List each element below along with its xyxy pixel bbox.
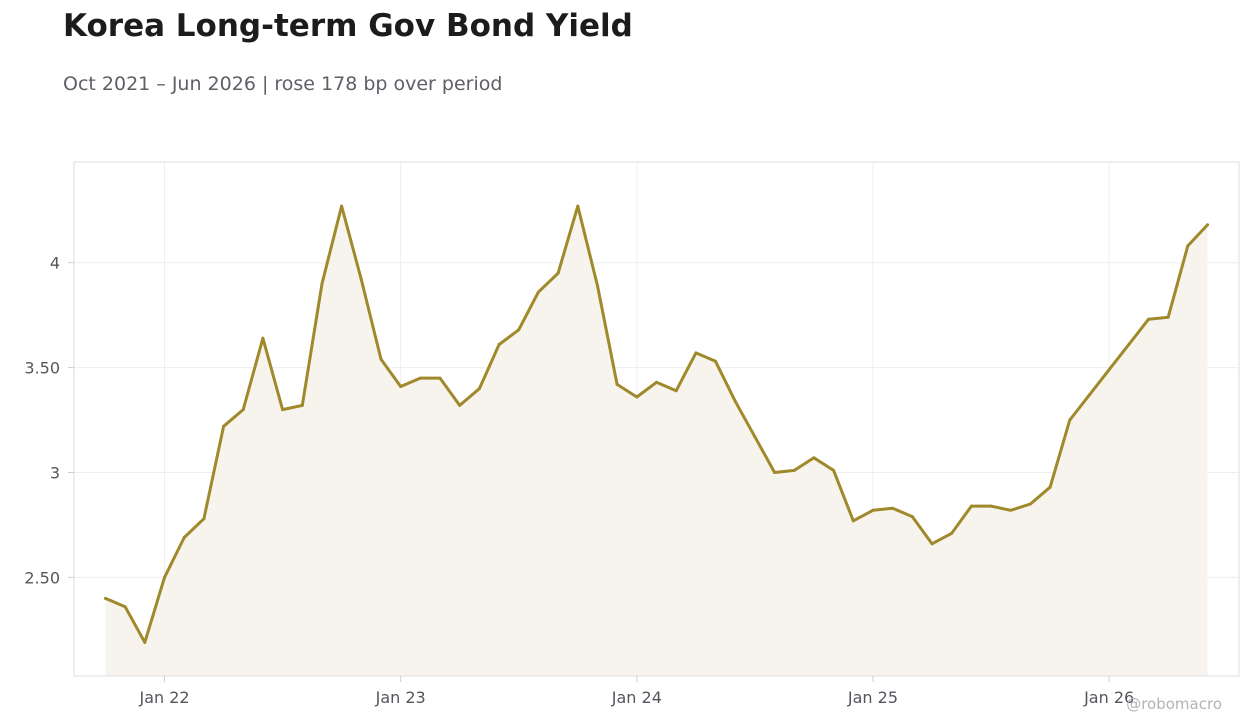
data-point [674, 389, 678, 393]
data-point [891, 506, 895, 510]
chart-subtitle: Oct 2021 – Jun 2026 | rose 178 bp over p… [63, 73, 503, 95]
data-point [458, 403, 462, 407]
chart-title: Korea Long-term Gov Bond Yield [63, 8, 633, 44]
data-point [1009, 508, 1013, 512]
data-point [438, 376, 442, 380]
data-point [1147, 317, 1150, 321]
y-tick-label: 3.50 [24, 359, 60, 378]
data-point [832, 468, 836, 472]
data-point [163, 575, 166, 579]
y-tick-label: 2.50 [24, 568, 60, 587]
y-tick-label: 4 [50, 254, 60, 273]
data-point [1186, 244, 1190, 248]
data-point [477, 387, 481, 391]
data-point [596, 284, 599, 288]
data-point [359, 278, 363, 281]
data-point [281, 408, 285, 412]
data-point [792, 468, 796, 472]
watermark: @robomacro [1126, 695, 1222, 713]
data-point [773, 471, 777, 474]
x-tick-label: Jan 22 [138, 688, 189, 707]
x-tick-label: Jan 24 [611, 688, 662, 707]
data-point [871, 508, 875, 512]
data-point [753, 435, 757, 439]
data-point [576, 204, 580, 208]
x-tick-label: Jan 26 [1083, 688, 1134, 707]
data-point [615, 382, 619, 386]
data-point [1028, 502, 1032, 506]
data-point [655, 380, 658, 384]
data-point [635, 395, 639, 399]
data-point [261, 336, 265, 340]
data-point [910, 515, 914, 519]
data-point [143, 640, 147, 644]
data-point [320, 282, 324, 286]
axis-ticks: 2.50 3 3.50 4 Jan 22 Jan 23 Jan 24 Jan 25 Jan 26 [24, 254, 1134, 707]
data-point [340, 204, 344, 208]
data-point [1127, 343, 1131, 346]
data-point [1166, 315, 1170, 319]
data-point [418, 376, 422, 380]
data-point [241, 408, 245, 412]
data-point [989, 504, 993, 508]
data-point [950, 531, 954, 535]
area-fill [105, 206, 1208, 676]
data-point [969, 504, 973, 508]
data-point [182, 536, 186, 539]
data-point [1107, 368, 1111, 372]
data-point [1087, 393, 1091, 397]
data-point [694, 351, 698, 355]
data-point [123, 605, 127, 609]
data-points [104, 204, 1209, 644]
plot-frame [73, 161, 1240, 677]
x-tick-label: Jan 23 [375, 688, 426, 707]
data-point [930, 542, 934, 546]
data-point [1048, 485, 1052, 489]
data-point [556, 271, 560, 275]
data-point [851, 519, 855, 523]
data-point [536, 290, 540, 294]
data-point [104, 596, 107, 600]
y-tick-label: 3 [50, 463, 60, 482]
data-point [497, 343, 501, 346]
data-point [399, 385, 403, 388]
data-point [1206, 223, 1209, 227]
data-point [714, 359, 717, 363]
data-point [202, 517, 206, 521]
data-point [812, 456, 816, 460]
data-point [517, 328, 521, 332]
data-point [733, 399, 737, 403]
data-point [222, 424, 226, 428]
data-point [1068, 418, 1072, 422]
data-point [379, 357, 383, 361]
x-tick-label: Jan 25 [847, 688, 898, 707]
data-point [300, 403, 304, 407]
